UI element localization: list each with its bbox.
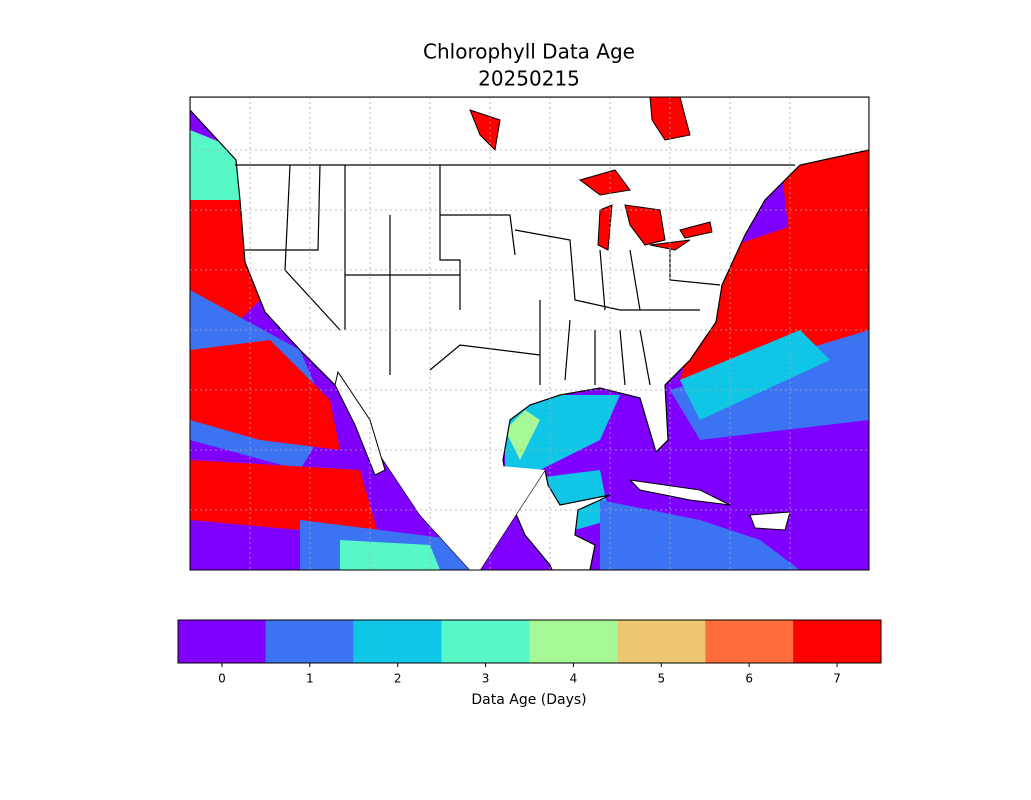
colorbar-segment: [617, 620, 706, 663]
data-region: [780, 150, 869, 240]
colorbar-segment: [705, 620, 794, 663]
colorbar-frame: [177, 619, 882, 664]
colorbar-segment: [353, 620, 442, 663]
data-region: [680, 200, 869, 390]
tick-label: 3: [482, 672, 490, 686]
data-region: [680, 330, 830, 420]
cuba: [628, 479, 731, 506]
tick-label: 7: [833, 672, 841, 686]
colorbar-segment: [178, 620, 266, 663]
land: [380, 455, 545, 570]
tick-label: 0: [218, 672, 226, 686]
tick-label: 1: [306, 672, 314, 686]
colorbar-segment: [265, 620, 354, 663]
tick-label: 2: [394, 672, 402, 686]
data-region: [505, 410, 540, 460]
map-title: Chlorophyll Data Age: [423, 40, 635, 64]
tick-label: 5: [657, 672, 665, 686]
colorbar-label: Data Age (Days): [471, 692, 586, 708]
map: [190, 97, 869, 570]
tick-label: 6: [745, 672, 753, 686]
colorbar-segment: [529, 620, 618, 663]
colorbar-segment: [441, 620, 530, 663]
data-region: [340, 540, 440, 570]
colorbar: 0 1 2 3 4 5 6 7: [177, 619, 882, 686]
map-subtitle: 20250215: [478, 67, 580, 91]
data-region: [190, 340, 340, 450]
data-region: [190, 460, 380, 540]
baja: [334, 370, 386, 476]
graticule: [190, 97, 869, 570]
hispaniola: [749, 511, 791, 531]
borders: [235, 164, 795, 386]
map-frame: [189, 96, 870, 571]
data-region: [600, 500, 800, 570]
colorbar-segment: [793, 620, 881, 663]
tick-label: 4: [570, 672, 578, 686]
